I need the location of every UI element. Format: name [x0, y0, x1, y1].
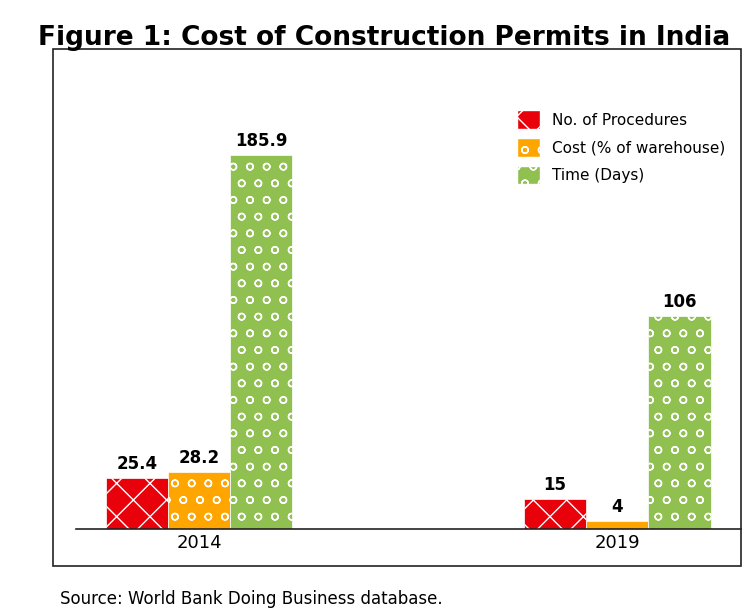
Text: Source: World Bank Doing Business database.: Source: World Bank Doing Business databa… — [60, 590, 443, 608]
Bar — [524, 499, 586, 529]
Bar — [106, 478, 168, 529]
Text: Figure 1: Cost of Construction Permits in India: Figure 1: Cost of Construction Permits i… — [38, 25, 730, 50]
Bar — [231, 155, 293, 529]
Text: 4: 4 — [612, 498, 623, 516]
Legend: No. of Procedures, Cost (% of warehouse), Time (Days): No. of Procedures, Cost (% of warehouse)… — [510, 103, 733, 192]
Text: 106: 106 — [662, 293, 697, 311]
Bar — [168, 472, 231, 529]
Text: 25.4: 25.4 — [116, 454, 157, 473]
Text: 185.9: 185.9 — [235, 132, 287, 149]
Bar — [649, 315, 711, 529]
Text: 28.2: 28.2 — [178, 449, 220, 467]
Text: 15: 15 — [544, 475, 566, 494]
Bar — [586, 521, 649, 529]
